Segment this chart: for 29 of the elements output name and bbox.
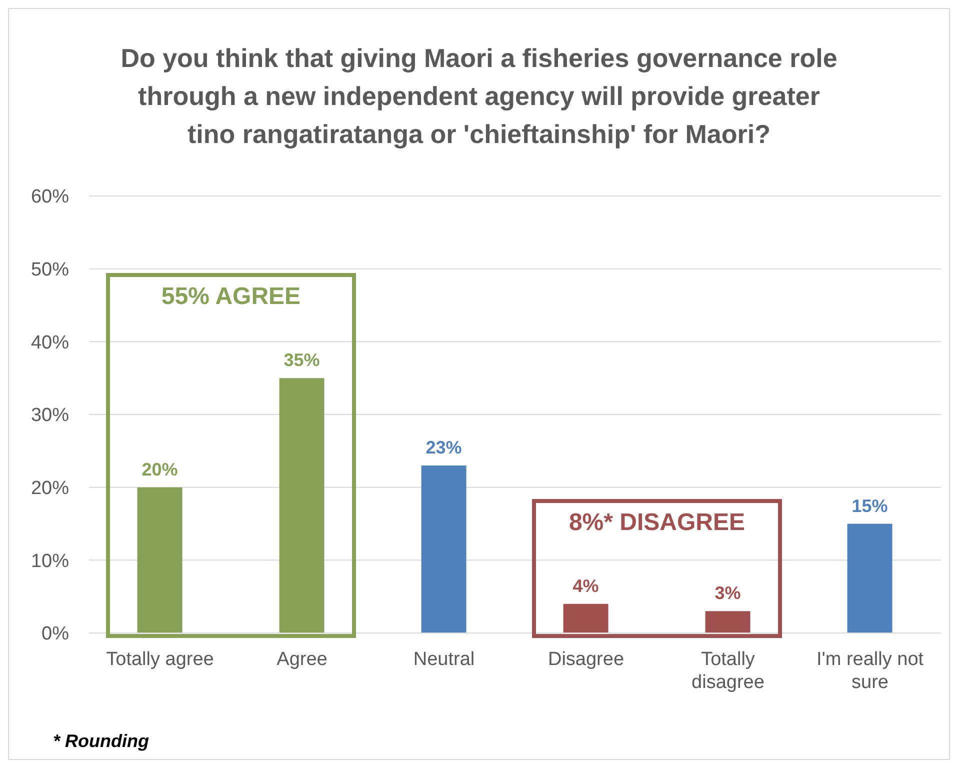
chart-title: Do you think that giving Maori a fisheries governance role through a new independent agency will provide greater tino rangatiratanga or 'chieftainship' for Maori? <box>120 42 838 151</box>
bar <box>563 604 608 633</box>
data-label: 20% <box>142 459 178 480</box>
y-tick-label: 50% <box>30 260 70 281</box>
x-tick-label: Totally agree <box>106 649 214 670</box>
x-tick-label: Totally disagree <box>692 649 764 693</box>
x-tick-label: I'm really not sure <box>816 649 924 693</box>
x-tick-label: Neutral <box>413 649 475 670</box>
data-label: 4% <box>572 576 599 596</box>
y-tick-label: 20% <box>30 478 70 500</box>
x-tick-label: Disagree <box>548 649 624 670</box>
annotation: 8%* DISAGREE <box>568 508 746 537</box>
bar <box>279 378 324 633</box>
x-tick-label: Agree <box>276 649 328 670</box>
text: * Rounding <box>53 731 149 752</box>
bar <box>137 487 182 633</box>
y-tick-label: 0% <box>42 624 70 645</box>
y-tick-label: 30% <box>30 405 70 426</box>
bar <box>705 611 750 633</box>
y-tick-label: 10% <box>30 550 70 572</box>
y-tick-label: 40% <box>30 332 70 354</box>
data-label: 35% <box>284 350 320 370</box>
data-label: 23% <box>426 437 462 458</box>
bar <box>847 524 892 633</box>
y-tick-label: 60% <box>30 186 70 208</box>
bar <box>421 465 466 633</box>
data-label: 3% <box>714 583 741 604</box>
annotation: 55% AGREE <box>160 283 302 312</box>
data-label: 15% <box>852 496 888 516</box>
